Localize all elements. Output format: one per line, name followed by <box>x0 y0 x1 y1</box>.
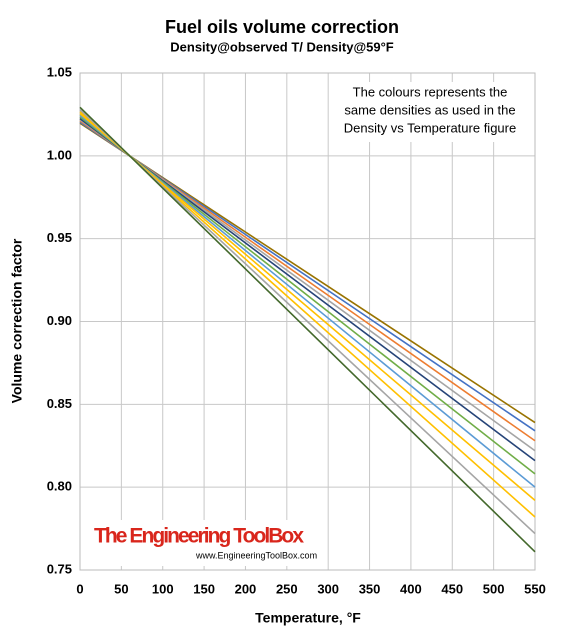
y-tick-label: 0.75 <box>47 561 72 576</box>
y-tick-label: 1.00 <box>47 147 72 162</box>
annotation: same densities as used in the <box>344 102 515 117</box>
x-tick-label: 450 <box>441 581 463 596</box>
x-tick-label: 300 <box>317 581 339 596</box>
watermark-title: The Engineering ToolBox <box>94 525 304 548</box>
series-line <box>79 112 536 502</box>
x-tick-label: 500 <box>483 581 505 596</box>
plot-border <box>79 72 536 571</box>
x-tick-label: 550 <box>524 581 546 596</box>
x-tick-label: 100 <box>152 581 174 596</box>
x-tick-label: 200 <box>235 581 257 596</box>
x-tick-label: 50 <box>114 581 128 596</box>
x-tick-label: 400 <box>400 581 422 596</box>
y-axis-label: Volume correction factor <box>9 238 25 403</box>
annotation: Density vs Temperature figure <box>344 120 516 135</box>
y-tick-label: 0.95 <box>47 230 72 245</box>
annotation-box <box>330 82 530 142</box>
y-tick-label: 0.85 <box>47 396 72 411</box>
series-line <box>79 111 536 518</box>
x-axis-label: Temperature, °F <box>255 610 361 626</box>
watermark-box <box>86 520 326 566</box>
x-tick-label: 0 <box>76 581 83 596</box>
series-line <box>79 106 536 553</box>
x-tick-label: 150 <box>193 581 215 596</box>
y-tick-label: 1.05 <box>47 64 72 79</box>
chart-subtitle: Density@observed T/ Density@59°F <box>170 39 394 54</box>
watermark-url: www.EngineeringToolBox.com <box>195 550 317 560</box>
y-tick-label: 0.90 <box>47 313 72 328</box>
x-tick-label: 350 <box>359 581 381 596</box>
plot-area: 0.75 0.80 0.85 0.90 0.95 1.00 1.05 0 50 100 150 200… <box>47 64 546 596</box>
annotation: The colours represents the <box>353 84 508 99</box>
y-tick-label: 0.80 <box>47 479 72 494</box>
x-tick-label: 250 <box>276 581 298 596</box>
chart-title: Fuel oils volume correction <box>165 17 399 37</box>
